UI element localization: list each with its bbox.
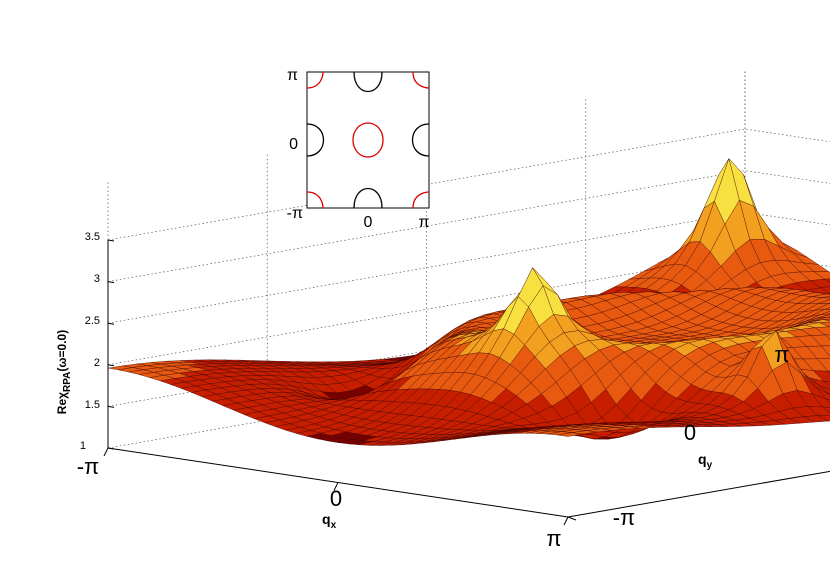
svg-text:qx: qx — [322, 511, 337, 531]
inset-fermi-arc — [306, 71, 324, 89]
x-tick-label: 0 — [330, 486, 342, 511]
x-tick-label: -π — [77, 454, 100, 479]
y-tick-label: 0 — [684, 420, 696, 445]
svg-text:qy: qy — [698, 451, 713, 471]
z-label-tail: (ω=0.0) — [55, 330, 69, 372]
inset-y-tick-label: -π — [287, 205, 303, 222]
inset-y-tick-label: 0 — [289, 136, 298, 153]
x-tick — [333, 482, 339, 491]
inset-frame — [306, 71, 430, 209]
y-label-sub: y — [707, 460, 713, 471]
inset-x-tick-label: π — [418, 214, 429, 231]
surface-plot — [107, 157, 830, 446]
z-tick — [107, 322, 115, 325]
z-tick-label: 2 — [94, 357, 100, 369]
x-label-main: q — [322, 511, 331, 527]
inset-curves — [306, 71, 430, 209]
z-tick — [107, 364, 115, 367]
z-label-sub: RPA — [62, 372, 73, 392]
z-tick — [107, 239, 115, 242]
inset-fermi-arc — [306, 191, 324, 209]
surface-cell — [557, 432, 583, 437]
y-tick-label: -π — [613, 505, 636, 530]
inset-fermi-arc — [353, 188, 383, 209]
inset-y-tick-label: π — [287, 67, 298, 84]
y-axis-line — [567, 470, 830, 518]
z-tick-label: 2.5 — [85, 315, 100, 327]
z-tick — [107, 281, 115, 284]
x-tick — [103, 447, 109, 457]
x-axis-label: qx — [322, 511, 337, 531]
inset-fermi-arc — [412, 123, 430, 157]
inset-fermi-arc — [306, 123, 324, 157]
inset-fermi-arc — [412, 71, 430, 89]
x-tick — [563, 516, 569, 526]
x-tick-label: π — [546, 526, 561, 551]
x-label-sub: x — [331, 520, 337, 531]
y-axis-label: qy — [698, 451, 713, 471]
x-tick-labels: -π 0 π — [77, 454, 562, 551]
z-tick — [107, 405, 115, 408]
z-tick-label: 1.5 — [85, 399, 100, 411]
y-label-main: q — [698, 451, 707, 467]
y-tick — [567, 516, 577, 521]
svg-text:ReχRPA(ω=0.0): ReχRPA(ω=0.0) — [55, 330, 73, 414]
y-tick-label: π — [774, 342, 789, 367]
y-tick-labels: -π 0 π — [613, 342, 790, 530]
inset-x-tick-label: 0 — [364, 214, 373, 231]
z-tick — [107, 447, 115, 450]
z-label-main: Reχ — [55, 392, 69, 414]
z-tick-label: 3 — [94, 273, 100, 285]
axes-frame — [103, 239, 830, 526]
z-axis-label: ReχRPA(ω=0.0) — [55, 330, 73, 414]
z-tick-labels: 1 1.5 2 2.5 3 3.5 — [80, 231, 100, 452]
inset-center-pocket — [352, 122, 384, 158]
z-tick-label: 3.5 — [85, 231, 100, 243]
surface-cell — [824, 307, 830, 310]
z-tick-label: 1 — [80, 440, 86, 452]
inset-fermi-surface: π 0 -π 0 π — [287, 67, 430, 231]
inset-fermi-arc — [353, 71, 383, 92]
inset-fermi-arc — [412, 191, 430, 209]
